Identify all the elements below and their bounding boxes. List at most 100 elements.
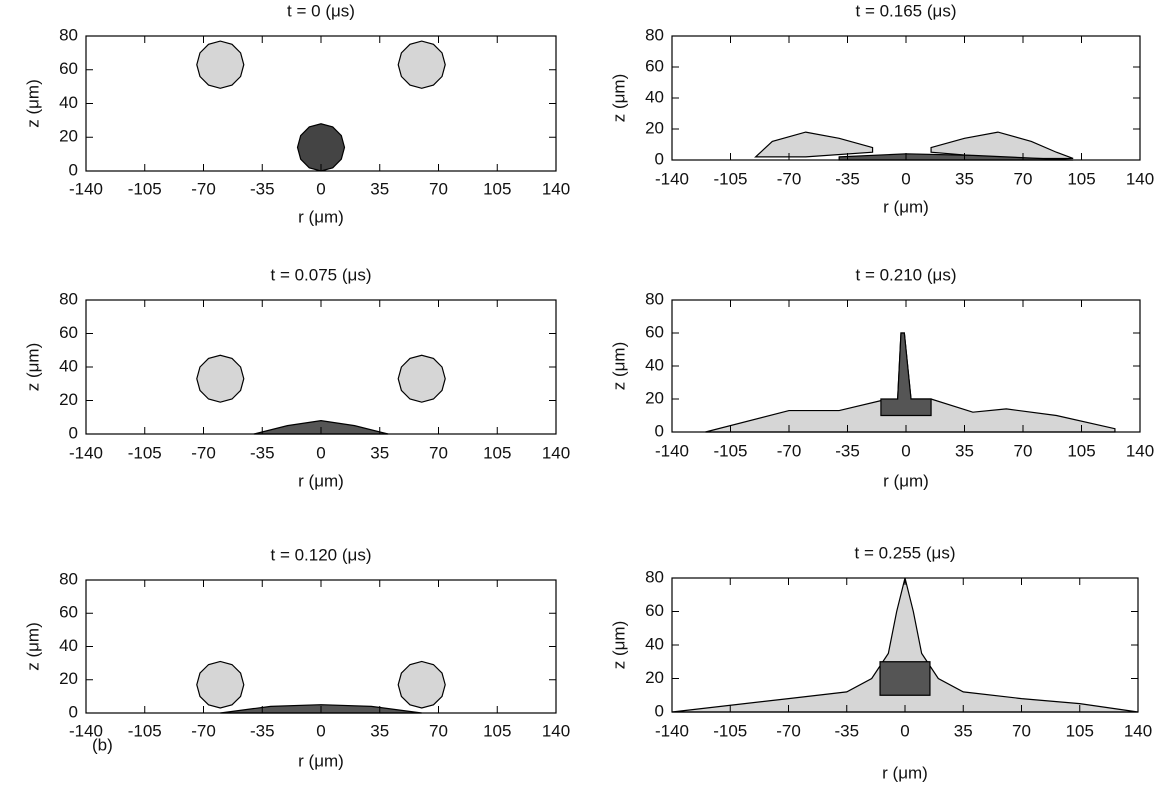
y-tick-label: 60	[645, 56, 664, 75]
y-tick-label: 0	[69, 423, 78, 442]
x-tick-label: -105	[713, 169, 747, 188]
panel-title: t = 0.120 (μs)	[271, 545, 372, 564]
x-tick-label: -35	[250, 179, 275, 198]
shape	[397, 354, 446, 403]
shape	[705, 332, 1116, 433]
x-tick-label: 35	[955, 441, 974, 460]
x-tick-label: 35	[955, 169, 974, 188]
x-tick-label: 0	[901, 441, 910, 460]
y-axis-label: z (μm)	[23, 79, 42, 128]
y-tick-label: 60	[645, 322, 664, 341]
x-tick-label: 70	[1014, 169, 1033, 188]
y-axis-label: z (μm)	[23, 343, 42, 392]
panel: -140 -105 -70 -35 0 35 70 105 140 0 20 40 60 80 t = 0.…	[609, 1, 1154, 216]
x-tick-label: -70	[191, 443, 216, 462]
x-tick-label: -140	[69, 443, 103, 462]
x-tick-label: -70	[191, 721, 216, 740]
x-tick-label: 0	[901, 169, 910, 188]
y-tick-label: 0	[69, 702, 78, 721]
x-tick-label: 35	[954, 721, 973, 740]
panel-title: t = 0.255 (μs)	[855, 543, 956, 562]
x-tick-label: -140	[655, 169, 689, 188]
x-tick-label: 70	[429, 443, 448, 462]
shape	[880, 332, 932, 417]
x-axis-label: r (μm)	[298, 471, 344, 490]
y-tick-label: 20	[59, 390, 78, 409]
y-tick-label: 0	[69, 160, 78, 179]
shape	[879, 661, 931, 696]
y-axis-label: z (μm)	[609, 74, 628, 123]
plot-frame	[85, 299, 557, 435]
y-axis-label: z (μm)	[23, 622, 42, 671]
y-tick-label: 80	[59, 25, 78, 44]
y-tick-label: 80	[59, 569, 78, 588]
x-tick-label: 70	[429, 179, 448, 198]
x-axis-label: r (μm)	[882, 763, 928, 782]
y-axis-label: z (μm)	[609, 342, 628, 391]
y-tick-label: 60	[59, 603, 78, 622]
x-tick-label: 140	[542, 179, 570, 198]
shape	[397, 660, 446, 709]
y-tick-label: 20	[59, 127, 78, 146]
x-tick-label: -70	[776, 721, 801, 740]
x-tick-label: -35	[250, 443, 275, 462]
x-tick-label: 105	[1067, 441, 1095, 460]
panel: -140 -105 -70 -35 0 35 70 105 140 0 20 40 60 80 t = 0.…	[23, 545, 570, 770]
x-tick-label: 0	[316, 443, 325, 462]
shape	[930, 131, 1074, 160]
x-tick-label: 35	[370, 443, 389, 462]
shape	[754, 131, 874, 158]
shape	[196, 40, 245, 89]
x-tick-label: -105	[713, 721, 747, 740]
x-axis-label: r (μm)	[298, 751, 344, 770]
panel: -140 -105 -70 -35 0 35 70 105 140 0 20 40 60 80 t = 0 …	[23, 1, 570, 226]
x-tick-label: 140	[1126, 441, 1154, 460]
shape	[196, 660, 245, 709]
x-tick-label: 105	[1067, 169, 1095, 188]
y-tick-label: 0	[655, 149, 664, 168]
panel: -140 -105 -70 -35 0 35 70 105 140 0 20 40 60 80 t = 0.…	[23, 265, 570, 490]
x-axis-label: r (μm)	[298, 207, 344, 226]
x-tick-label: 105	[1066, 721, 1094, 740]
y-tick-label: 20	[645, 668, 664, 687]
shape	[196, 354, 245, 403]
panel: -140 -105 -70 -35 0 35 70 105 140 0 20 40 60 80 t = 0.…	[609, 543, 1152, 782]
panel: -140 -105 -70 -35 0 35 70 105 140 0 20 40 60 80 t = 0.…	[609, 265, 1154, 490]
x-tick-label: 0	[316, 179, 325, 198]
y-tick-label: 80	[59, 289, 78, 308]
x-tick-label: -105	[713, 441, 747, 460]
x-tick-label: 70	[1014, 441, 1033, 460]
panel-title: t = 0.075 (μs)	[271, 265, 372, 284]
x-axis-label: r (μm)	[883, 197, 929, 216]
x-tick-label: -35	[834, 721, 859, 740]
x-tick-label: -35	[250, 721, 275, 740]
panel-title: t = 0.165 (μs)	[856, 1, 957, 20]
y-tick-label: 80	[645, 25, 664, 44]
x-tick-label: 70	[1012, 721, 1031, 740]
y-tick-label: 40	[59, 356, 78, 375]
annotation: (b)	[92, 735, 113, 754]
y-tick-label: 40	[645, 355, 664, 374]
x-tick-label: -140	[69, 179, 103, 198]
x-tick-label: -70	[191, 179, 216, 198]
y-tick-label: 60	[59, 59, 78, 78]
y-tick-label: 20	[645, 388, 664, 407]
plot-frame	[671, 35, 1141, 161]
y-tick-label: 80	[645, 567, 664, 586]
x-tick-label: -105	[128, 443, 162, 462]
x-tick-label: 140	[1126, 169, 1154, 188]
x-tick-label: -140	[69, 721, 103, 740]
x-tick-label: 105	[483, 179, 511, 198]
y-axis-label: z (μm)	[609, 621, 628, 670]
x-tick-label: -105	[128, 179, 162, 198]
shape	[397, 40, 446, 89]
x-tick-label: 0	[316, 721, 325, 740]
y-tick-label: 40	[645, 634, 664, 653]
x-tick-label: 35	[370, 179, 389, 198]
y-tick-label: 60	[645, 601, 664, 620]
x-tick-label: 105	[483, 443, 511, 462]
x-tick-label: 70	[429, 721, 448, 740]
shape	[671, 577, 1139, 713]
x-tick-label: -35	[835, 441, 860, 460]
